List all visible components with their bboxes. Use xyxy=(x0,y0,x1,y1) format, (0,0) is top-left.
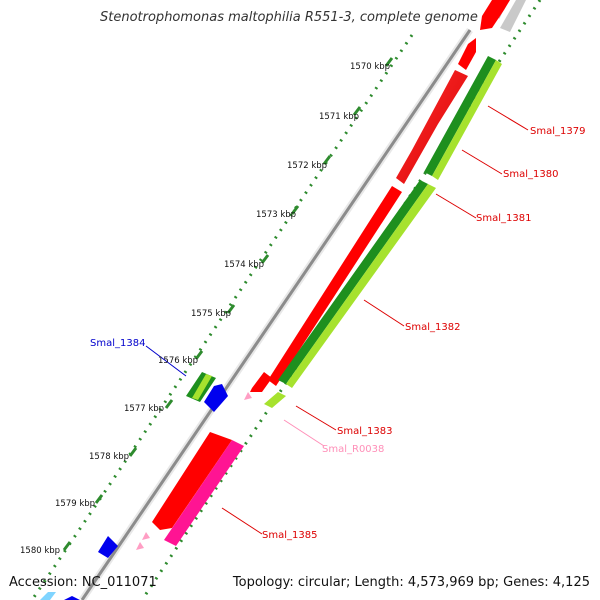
gene-smal-1384-light xyxy=(192,374,212,400)
gene-smal-1384-blue xyxy=(204,384,228,412)
cds-red-top xyxy=(480,0,510,30)
tick-label: 1578 kbp xyxy=(89,452,129,462)
gene-label-smal-1383[interactable]: Smal_1383 xyxy=(337,426,392,437)
topology-text: Topology: circular; Length: 4,573,969 bp… xyxy=(232,575,590,590)
gene-cyan-lower xyxy=(40,592,56,600)
accession-text: Accession: NC_011071 xyxy=(9,575,157,590)
gene-label-smal-r0038[interactable]: Smal_R0038 xyxy=(322,444,384,455)
tick-label: 1576 kbp xyxy=(158,356,198,366)
tick-label: 1570 kbp xyxy=(350,62,390,72)
gene-label-smal-1381[interactable]: Smal_1381 xyxy=(476,213,531,224)
gene-lightgreen-1 xyxy=(432,60,502,180)
tick-marks xyxy=(62,57,394,551)
callout-lines xyxy=(145,105,529,535)
cds-smal-1379 xyxy=(458,38,476,70)
gene-label-smal-1380[interactable]: Smal_1380 xyxy=(503,169,558,180)
cds-grey-top xyxy=(500,0,526,32)
gene-label-smal-1385[interactable]: Smal_1385 xyxy=(262,530,317,541)
tick-label: 1577 kbp xyxy=(124,404,164,414)
gene-labels: Smal_1379 Smal_1380 Smal_1381 Smal_1382 … xyxy=(90,126,585,541)
gene-blue-lower-2 xyxy=(64,596,80,600)
tick-label: 1575 kbp xyxy=(191,309,231,319)
gene-green-1 xyxy=(424,56,496,176)
cds-smal-1385 xyxy=(164,440,244,546)
tick-labels: 1570 kbp 1571 kbp 1572 kbp 1573 kbp 1574… xyxy=(20,62,390,556)
cds-smal-1380-1381 xyxy=(396,70,468,184)
map-title: Stenotrophomonas maltophilia R551-3, com… xyxy=(100,10,478,25)
gene-label-smal-1384[interactable]: Smal_1384 xyxy=(90,338,145,349)
rna-pink-lower-1 xyxy=(142,532,150,540)
tick-label: 1572 kbp xyxy=(287,161,327,171)
gene-label-smal-1379[interactable]: Smal_1379 xyxy=(530,126,585,137)
gene-green-2 xyxy=(278,180,428,384)
rna-pink-lower-2 xyxy=(136,542,144,550)
dotted-axis-inner xyxy=(30,34,414,600)
genome-backbone-core xyxy=(80,29,472,600)
rna-smal-r0038 xyxy=(244,392,252,400)
tick-label: 1580 kbp xyxy=(20,546,60,556)
gene-lightgreen-2 xyxy=(286,184,436,388)
cds-smal-1383 xyxy=(250,372,272,392)
cds-smal-1382 xyxy=(268,186,402,386)
gene-lightgreen-3 xyxy=(264,392,286,408)
gene-blue-lower-1 xyxy=(98,536,118,558)
tick-label: 1574 kbp xyxy=(224,260,264,270)
tick-label: 1571 kbp xyxy=(319,112,359,122)
tick-label: 1573 kbp xyxy=(256,210,296,220)
cds-red-lower xyxy=(152,432,232,530)
gene-label-smal-1382[interactable]: Smal_1382 xyxy=(405,322,460,333)
tick-label: 1579 kbp xyxy=(55,499,95,509)
